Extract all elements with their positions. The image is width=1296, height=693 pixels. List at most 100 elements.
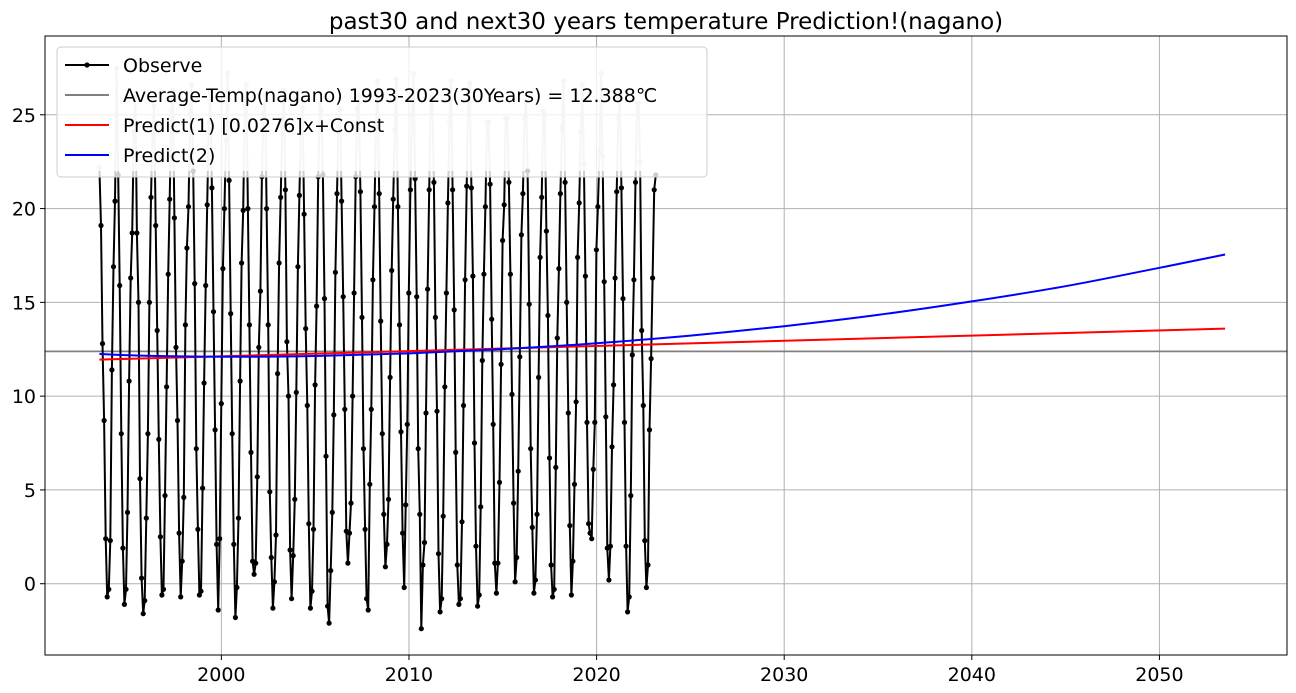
observe-point xyxy=(390,196,396,202)
observe-point xyxy=(214,541,220,547)
observe-point xyxy=(254,474,260,480)
observe-point xyxy=(556,266,562,272)
observe-point xyxy=(515,468,521,474)
observe-point xyxy=(626,594,632,600)
observe-point xyxy=(557,191,564,197)
observe-point xyxy=(539,194,545,200)
chart-title: past30 and next30 years temperature Pred… xyxy=(329,9,1003,35)
observe-point xyxy=(275,371,281,377)
observe-point xyxy=(553,464,559,470)
observe-point xyxy=(451,307,457,313)
observe-point xyxy=(406,290,412,296)
observe-point xyxy=(403,502,409,508)
observe-point xyxy=(118,431,124,437)
observe-point xyxy=(371,204,378,210)
observe-point xyxy=(570,558,576,564)
observe-point xyxy=(145,431,151,437)
observe-point xyxy=(507,271,513,277)
observe-point xyxy=(290,553,296,559)
observe-point xyxy=(611,382,617,388)
observe-point xyxy=(129,230,135,236)
observe-point xyxy=(551,586,557,592)
observe-point xyxy=(415,446,421,452)
observe-point xyxy=(293,389,299,395)
observe-point xyxy=(460,402,467,409)
observe-point xyxy=(307,605,313,611)
observe-point xyxy=(162,493,168,499)
observe-point xyxy=(468,185,474,191)
observe-point xyxy=(323,453,329,459)
observe-point xyxy=(576,200,582,206)
observe-point xyxy=(384,541,390,547)
observe-point xyxy=(134,230,140,236)
observe-point xyxy=(215,607,221,613)
observe-point xyxy=(543,228,550,234)
observe-point xyxy=(112,198,118,204)
observe-point xyxy=(495,560,501,566)
observe-point xyxy=(251,571,257,577)
observe-point xyxy=(646,427,653,433)
observe-point xyxy=(237,378,243,384)
y-tick-label: 0 xyxy=(24,574,36,596)
observe-point xyxy=(642,538,648,544)
observe-point xyxy=(370,277,376,283)
legend-label: Observe xyxy=(123,55,202,77)
observe-point xyxy=(246,322,252,328)
observe-point xyxy=(612,275,618,281)
observe-point xyxy=(545,312,551,319)
observe-point xyxy=(137,476,143,482)
observe-point xyxy=(575,254,581,260)
observe-point xyxy=(332,269,338,275)
observe-point xyxy=(621,419,628,425)
observe-point xyxy=(110,264,117,270)
observe-point xyxy=(496,479,503,485)
observe-point xyxy=(443,290,449,296)
y-tick-label: 10 xyxy=(12,386,36,408)
observe-point xyxy=(528,446,534,452)
observe-point xyxy=(264,206,270,212)
observe-point xyxy=(285,393,292,399)
observe-point xyxy=(607,543,614,549)
observe-point xyxy=(389,267,395,274)
legend-label: Average-Temp(nagano) 1993-2023(30Years) … xyxy=(123,85,657,107)
observe-point xyxy=(326,620,332,626)
observe-point xyxy=(231,541,237,547)
observe-point xyxy=(382,564,388,570)
observe-point xyxy=(142,598,148,604)
observe-point xyxy=(554,335,560,341)
observe-point xyxy=(303,326,309,332)
observe-point xyxy=(396,322,403,328)
observe-point xyxy=(362,526,368,532)
observe-point xyxy=(414,294,420,300)
observe-point xyxy=(639,327,645,334)
observe-point xyxy=(107,538,113,544)
legend-label: Predict(2) xyxy=(123,145,215,167)
observe-point xyxy=(603,414,609,420)
observe-point xyxy=(342,406,348,412)
legend-box xyxy=(56,46,708,178)
observe-point xyxy=(345,560,351,566)
observe-point xyxy=(271,579,277,585)
observe-point xyxy=(564,299,570,305)
observe-point xyxy=(437,609,443,615)
observe-point xyxy=(651,187,657,193)
observe-point xyxy=(450,187,456,193)
observe-point xyxy=(431,179,437,185)
observe-point xyxy=(440,513,446,519)
observe-point xyxy=(182,322,188,328)
observe-point xyxy=(489,316,495,322)
observe-point xyxy=(99,341,106,347)
observe-point xyxy=(174,417,181,424)
observe-point xyxy=(292,496,298,502)
observe-point xyxy=(565,410,571,416)
observe-point xyxy=(376,191,382,197)
observe-point xyxy=(270,605,276,611)
observe-point xyxy=(532,577,539,583)
observe-point xyxy=(360,446,367,452)
observe-point xyxy=(220,266,226,272)
observe-point xyxy=(350,393,356,399)
observe-point xyxy=(514,554,520,561)
observe-point xyxy=(120,545,126,551)
observe-point xyxy=(589,536,595,542)
observe-point xyxy=(284,339,290,345)
